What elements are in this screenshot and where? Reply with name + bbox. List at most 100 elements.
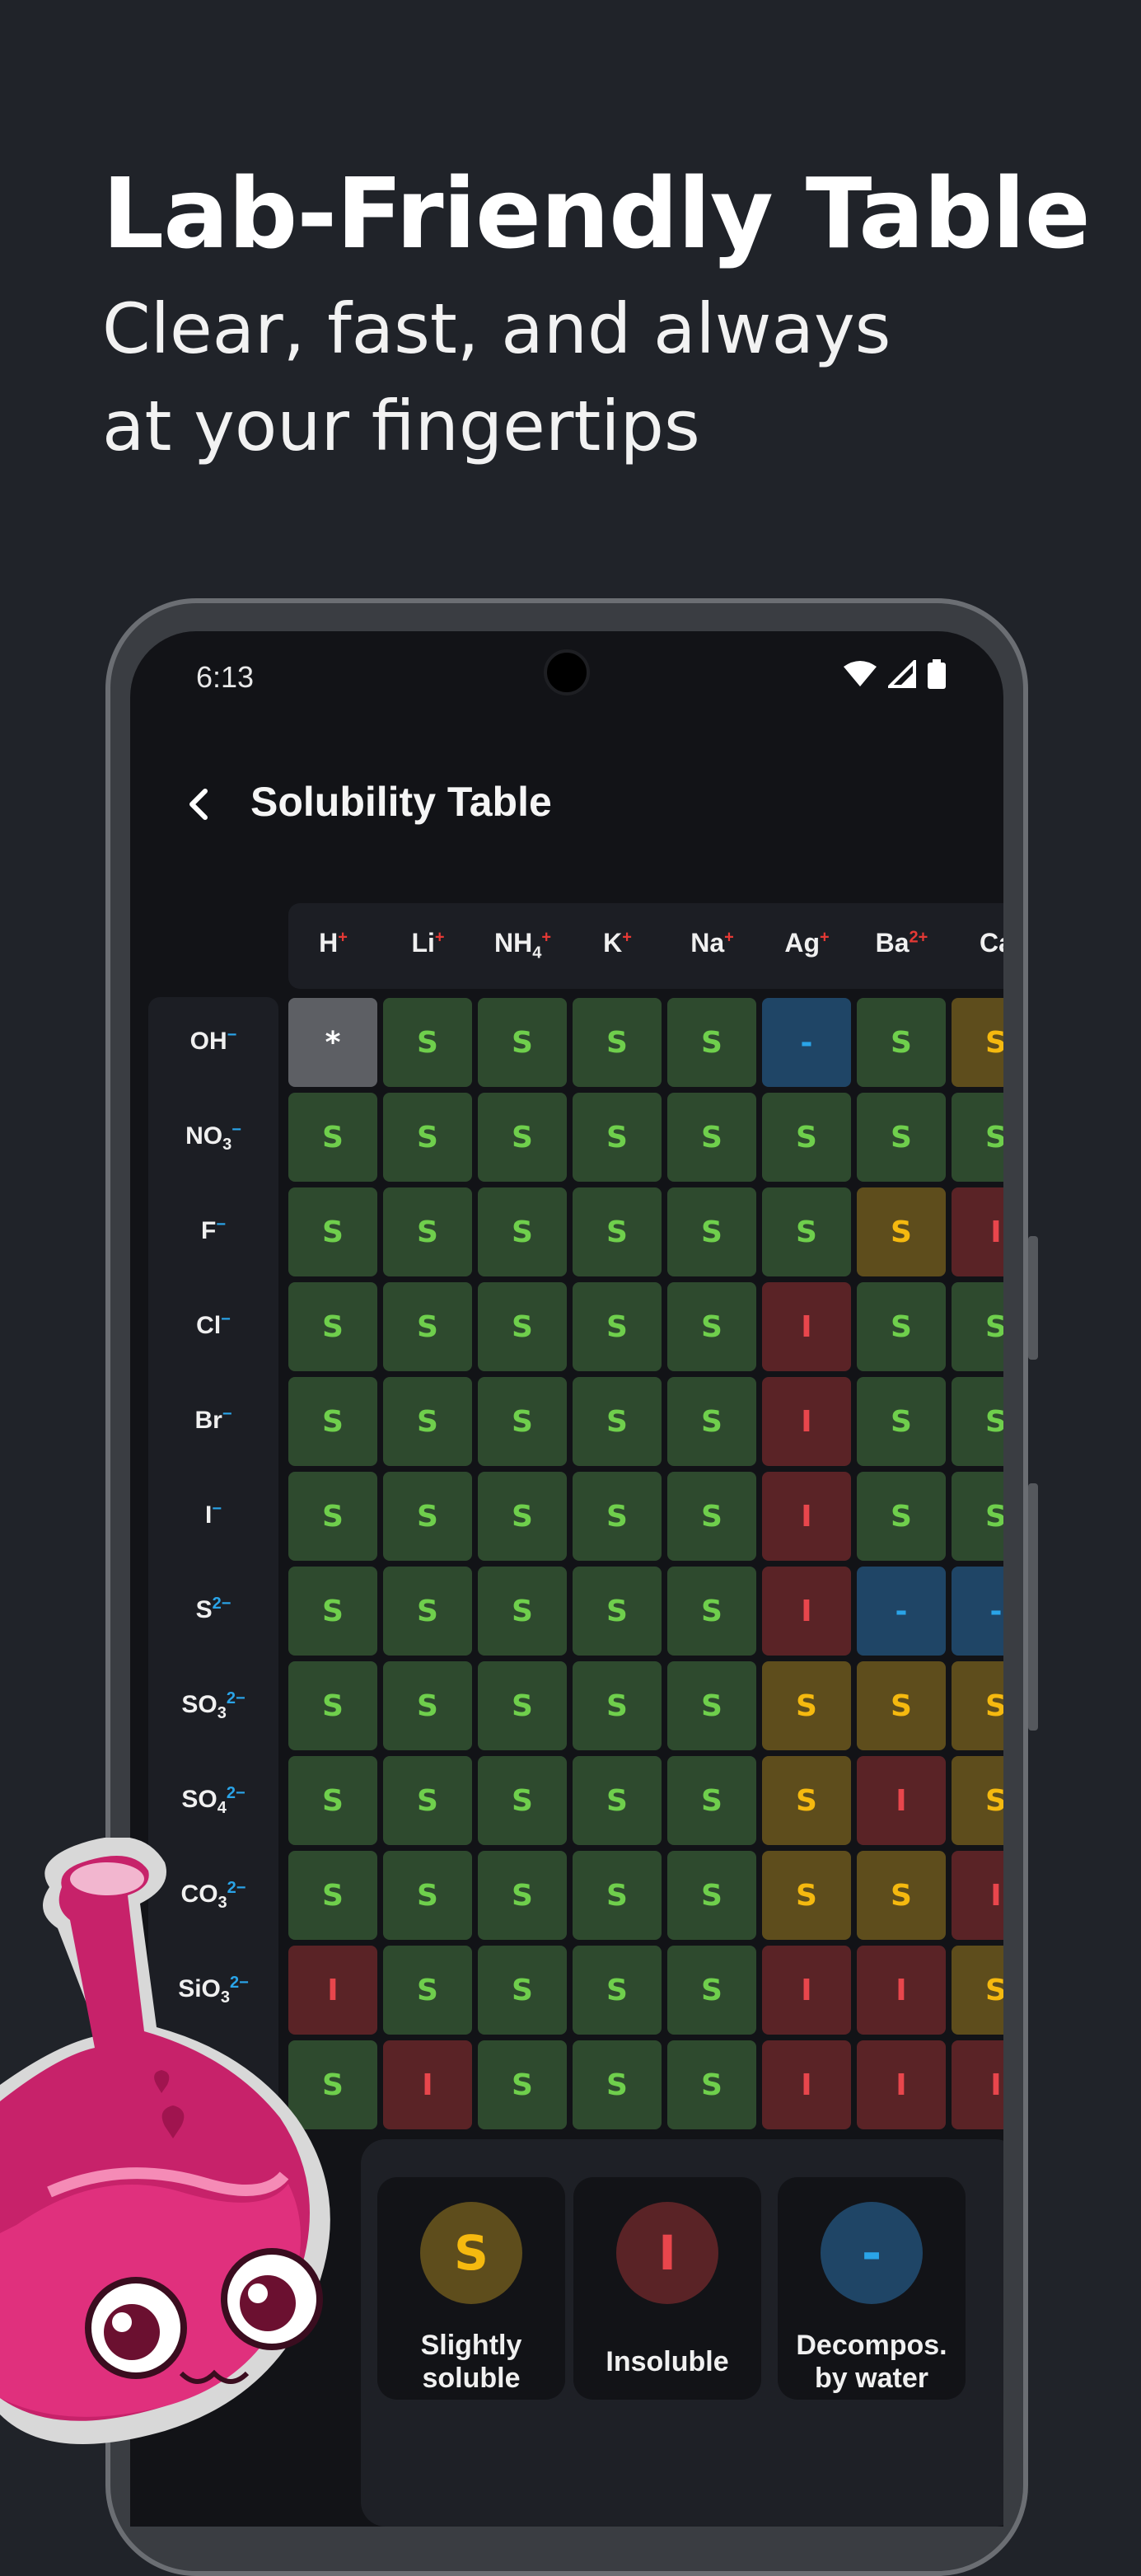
solubility-cell[interactable]: S (573, 1756, 662, 1845)
anion-header-6-base: S (195, 1596, 213, 1623)
solubility-cell[interactable]: I (383, 2040, 472, 2129)
solubility-cell[interactable]: I (288, 1946, 377, 2035)
solubility-cell[interactable]: S (383, 1756, 472, 1845)
solubility-cell[interactable]: S (383, 1093, 472, 1182)
solubility-cell[interactable]: S (478, 1946, 567, 2035)
solubility-cell[interactable]: S (288, 1472, 377, 1561)
solubility-cell[interactable]: S (762, 1661, 851, 1750)
solubility-cell[interactable]: S (288, 1567, 377, 1656)
solubility-cell[interactable]: S (573, 1567, 662, 1656)
solubility-cell[interactable]: I (762, 1567, 851, 1656)
solubility-cell[interactable]: S (952, 1093, 1003, 1182)
solubility-cell[interactable]: S (478, 1661, 567, 1750)
solubility-cell[interactable]: I (762, 1377, 851, 1466)
solubility-cell[interactable]: S (952, 1946, 1003, 2035)
solubility-cell[interactable]: S (857, 1851, 946, 1940)
solubility-cell[interactable]: S (288, 1377, 377, 1466)
solubility-cell[interactable]: S (762, 1093, 851, 1182)
solubility-cell[interactable]: I (857, 1946, 946, 2035)
solubility-cell[interactable]: S (667, 1661, 756, 1750)
solubility-cell[interactable]: S (288, 1756, 377, 1845)
solubility-cell[interactable]: S (667, 998, 756, 1087)
solubility-cell[interactable]: S (762, 1756, 851, 1845)
cation-header-2-base: NH (493, 928, 533, 958)
solubility-cell[interactable]: S (667, 1187, 756, 1276)
solubility-cell[interactable]: - (762, 998, 851, 1087)
solubility-cell[interactable]: I (857, 2040, 946, 2129)
solubility-cell[interactable]: S (288, 1187, 377, 1276)
solubility-cell[interactable]: S (478, 2040, 567, 2129)
solubility-cell[interactable]: S (288, 1851, 377, 1940)
solubility-cell[interactable]: S (762, 1851, 851, 1940)
solubility-cell[interactable]: S (573, 998, 662, 1087)
solubility-cell[interactable]: S (667, 1567, 756, 1656)
solubility-cell[interactable]: S (288, 2040, 377, 2129)
solubility-cell[interactable]: - (952, 1567, 1003, 1656)
solubility-cell[interactable]: S (288, 1093, 377, 1182)
solubility-cell[interactable]: I (762, 2040, 851, 2129)
solubility-cell[interactable]: S (383, 1946, 472, 2035)
solubility-cell[interactable]: S (857, 1661, 946, 1750)
solubility-cell[interactable]: S (667, 2040, 756, 2129)
solubility-cell[interactable]: I (952, 1187, 1003, 1276)
solubility-cell[interactable]: S (857, 1472, 946, 1561)
solubility-cell[interactable]: S (667, 1377, 756, 1466)
solubility-cell[interactable]: S (478, 1472, 567, 1561)
solubility-cell[interactable]: S (573, 1472, 662, 1561)
solubility-cell[interactable]: S (478, 1282, 567, 1371)
solubility-cell[interactable]: S (857, 1282, 946, 1371)
solubility-cell[interactable]: S (573, 1093, 662, 1182)
solubility-cell[interactable]: I (952, 1851, 1003, 1940)
solubility-cell[interactable]: S (573, 1377, 662, 1466)
solubility-cell[interactable]: S (573, 2040, 662, 2129)
solubility-cell[interactable]: I (952, 2040, 1003, 2129)
solubility-cell[interactable]: S (857, 1093, 946, 1182)
solubility-cell[interactable]: S (478, 1567, 567, 1656)
solubility-cell[interactable]: S (383, 1187, 472, 1276)
solubility-cell[interactable]: S (383, 1851, 472, 1940)
solubility-cell[interactable]: S (667, 1282, 756, 1371)
solubility-cell[interactable]: S (383, 998, 472, 1087)
solubility-cell[interactable]: S (288, 1661, 377, 1750)
solubility-cell[interactable]: S (952, 998, 1003, 1087)
solubility-cell[interactable]: S (478, 1093, 567, 1182)
solubility-cell[interactable]: S (573, 1282, 662, 1371)
solubility-cell[interactable]: S (857, 998, 946, 1087)
solubility-cell[interactable]: S (952, 1756, 1003, 1845)
solubility-cell[interactable]: S (952, 1661, 1003, 1750)
solubility-cell[interactable]: S (573, 1661, 662, 1750)
anion-header-10-charge: 2− (230, 1974, 249, 1992)
solubility-cell[interactable]: S (573, 1187, 662, 1276)
solubility-cell[interactable]: S (478, 1377, 567, 1466)
solubility-cell[interactable]: S (383, 1377, 472, 1466)
solubility-cell[interactable]: S (478, 1187, 567, 1276)
solubility-cell[interactable]: I (762, 1472, 851, 1561)
solubility-cell[interactable]: * (288, 998, 377, 1087)
back-button[interactable] (175, 780, 225, 829)
solubility-cell[interactable]: S (952, 1282, 1003, 1371)
solubility-cell[interactable]: - (857, 1567, 946, 1656)
solubility-cell[interactable]: S (667, 1472, 756, 1561)
solubility-cell[interactable]: S (383, 1282, 472, 1371)
solubility-cell[interactable]: S (762, 1187, 851, 1276)
solubility-cell[interactable]: S (667, 1851, 756, 1940)
solubility-cell[interactable]: I (762, 1946, 851, 2035)
solubility-cell[interactable]: S (952, 1472, 1003, 1561)
solubility-cell[interactable]: S (573, 1946, 662, 2035)
solubility-cell[interactable]: S (383, 1661, 472, 1750)
solubility-cell[interactable]: S (383, 1472, 472, 1561)
solubility-cell[interactable]: S (667, 1756, 756, 1845)
solubility-cell[interactable]: S (857, 1377, 946, 1466)
solubility-cell[interactable]: S (667, 1093, 756, 1182)
solubility-cell[interactable]: S (478, 1851, 567, 1940)
solubility-cell[interactable]: S (667, 1946, 756, 2035)
solubility-cell[interactable]: S (478, 998, 567, 1087)
solubility-cell[interactable]: I (857, 1756, 946, 1845)
solubility-cell[interactable]: S (573, 1851, 662, 1940)
solubility-cell[interactable]: S (288, 1282, 377, 1371)
solubility-cell[interactable]: I (762, 1282, 851, 1371)
solubility-cell[interactable]: S (952, 1377, 1003, 1466)
solubility-cell[interactable]: S (478, 1756, 567, 1845)
solubility-cell[interactable]: S (857, 1187, 946, 1276)
solubility-cell[interactable]: S (383, 1567, 472, 1656)
